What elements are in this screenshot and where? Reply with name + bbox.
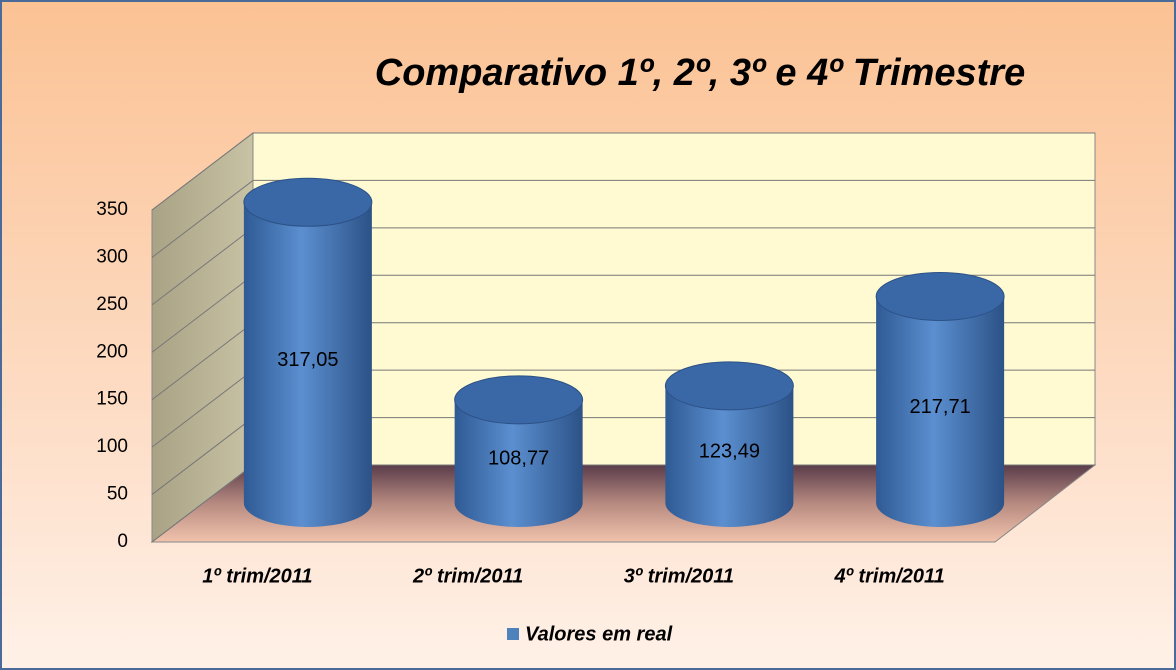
y-tick-label: 100 [96, 436, 128, 457]
value-label: 108,77 [488, 448, 549, 470]
x-tick-label: 2º trim/2011 [412, 565, 523, 587]
bar-body [665, 385, 794, 527]
y-tick-label: 350 [96, 199, 128, 220]
value-label: 217,71 [910, 396, 971, 418]
bar-body [243, 202, 372, 527]
y-tick-label: 0 [117, 531, 128, 552]
bar [454, 375, 584, 527]
legend-label: Valores em real [525, 623, 673, 645]
grid-line [151, 227, 254, 306]
grid-line [151, 369, 254, 448]
y-tick-label: 150 [96, 389, 128, 410]
x-tick-label: 4º trim/2011 [833, 565, 944, 587]
bar-body [454, 399, 583, 527]
grid-line [151, 464, 254, 543]
bar [875, 271, 1005, 527]
bar-top [454, 375, 584, 425]
x-tick-label: 1º trim/2011 [202, 565, 312, 587]
bar-top [664, 361, 794, 411]
value-label: 123,49 [699, 441, 760, 463]
chart-title: Comparativo 1º, 2º, 3º e 4º Trimestre [375, 52, 1025, 94]
grid-line [151, 132, 254, 211]
bar-top [243, 177, 373, 227]
grid-line [151, 322, 254, 401]
grid-line [151, 180, 254, 258]
y-tick-label: 200 [96, 341, 128, 362]
bar [664, 361, 794, 527]
bar [243, 177, 373, 527]
value-label: 317,05 [277, 349, 338, 371]
grid-line [151, 417, 254, 495]
bar-top [875, 271, 1005, 321]
y-tick-label: 250 [96, 294, 128, 315]
y-tick-label: 50 [107, 484, 128, 505]
x-tick-label: 3º trim/2011 [624, 565, 734, 587]
grid-line [151, 274, 254, 353]
legend-swatch [507, 628, 519, 640]
y-tick-label: 300 [96, 246, 128, 267]
bar-body [876, 296, 1005, 527]
